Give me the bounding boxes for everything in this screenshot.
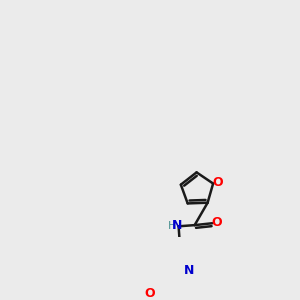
Text: H: H bbox=[168, 220, 176, 231]
Text: N: N bbox=[172, 219, 182, 232]
Text: O: O bbox=[212, 176, 223, 189]
Text: O: O bbox=[212, 216, 222, 229]
Text: O: O bbox=[144, 287, 155, 300]
Text: N: N bbox=[183, 264, 194, 277]
